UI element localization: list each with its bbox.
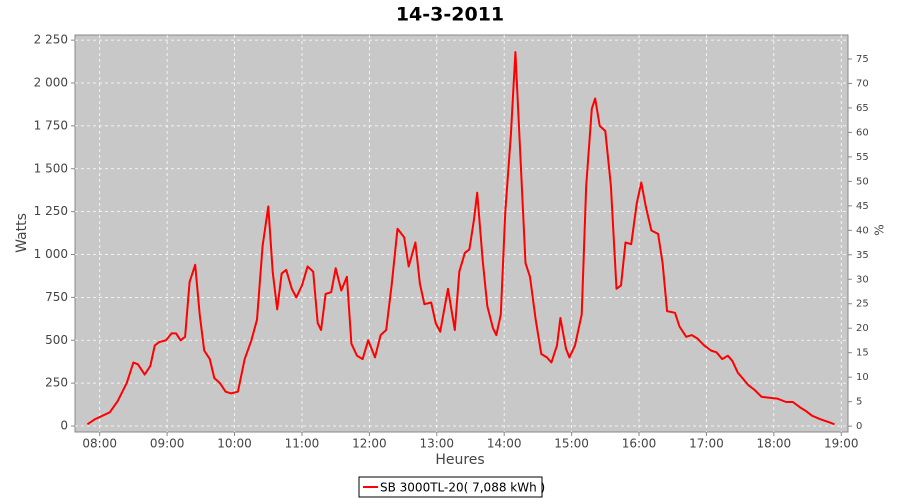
y2-tick-label: 25 bbox=[856, 299, 869, 310]
y-tick-label: 2 000 bbox=[34, 76, 68, 90]
y-tick-label: 750 bbox=[45, 290, 68, 304]
x-tick-label: 17:00 bbox=[689, 437, 724, 451]
y2-tick-label: 40 bbox=[856, 225, 869, 236]
y2-tick-label: 30 bbox=[856, 274, 869, 285]
y-tick-label: 500 bbox=[45, 333, 68, 347]
x-tick-label: 09:00 bbox=[150, 437, 185, 451]
y2-tick-label: 45 bbox=[856, 201, 869, 212]
y2-tick-label: 60 bbox=[856, 127, 869, 138]
y2-tick-label: 35 bbox=[856, 250, 869, 261]
y2-tick-label: 0 bbox=[856, 421, 862, 432]
y-tick-label: 250 bbox=[45, 376, 68, 390]
y2-tick-label: 55 bbox=[856, 152, 869, 163]
y2-tick-label: 75 bbox=[856, 54, 869, 65]
y-tick-label: 1 250 bbox=[34, 204, 68, 218]
plot-area bbox=[74, 34, 849, 433]
x-tick-label: 18:00 bbox=[757, 437, 792, 451]
y2-tick-label: 5 bbox=[856, 397, 862, 408]
x-tick-label: 14:00 bbox=[487, 437, 522, 451]
y-tick-label: 2 250 bbox=[34, 33, 68, 47]
y2-tick-label: 20 bbox=[856, 323, 869, 334]
x-tick-label: 13:00 bbox=[419, 437, 454, 451]
legend bbox=[358, 476, 543, 498]
x-tick-label: 15:00 bbox=[554, 437, 589, 451]
y2-tick-label: 65 bbox=[856, 103, 869, 114]
y2-tick-label: 15 bbox=[856, 348, 869, 359]
y-tick-label: 1 750 bbox=[34, 118, 68, 132]
x-tick-label: 11:00 bbox=[285, 437, 320, 451]
x-tick-label: 19:00 bbox=[824, 437, 859, 451]
x-tick-label: 10:00 bbox=[217, 437, 252, 451]
y2-tick-label: 70 bbox=[856, 78, 869, 89]
series-line bbox=[86, 51, 835, 426]
y-tick-label: 1 000 bbox=[34, 247, 68, 261]
y2-axis-label: % bbox=[873, 224, 887, 235]
chart-title: 14-3-2011 bbox=[396, 4, 504, 26]
x-axis-label: Heures bbox=[435, 452, 484, 468]
y2-tick-label: 10 bbox=[856, 372, 869, 383]
y2-tick-label: 50 bbox=[856, 176, 869, 187]
x-tick-label: 12:00 bbox=[352, 437, 387, 451]
y-tick-label: 1 500 bbox=[34, 161, 68, 175]
x-tick-label: 16:00 bbox=[622, 437, 657, 451]
y-tick-label: 0 bbox=[60, 418, 68, 432]
x-tick-label: 08:00 bbox=[82, 437, 117, 451]
legend-label: SB 3000TL-20( 7,088 kWh ) bbox=[380, 481, 545, 495]
y-axis-label: Watts bbox=[14, 213, 30, 253]
